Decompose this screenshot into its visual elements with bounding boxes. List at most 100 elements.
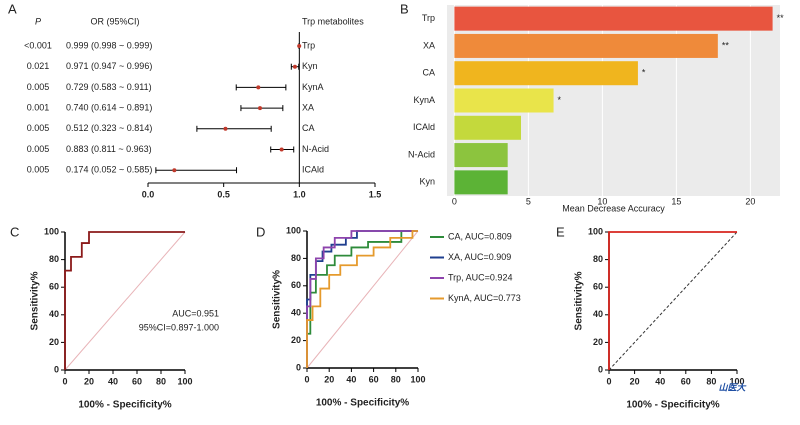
or-text: 0.883 (0.811 ~ 0.963) (66, 144, 152, 154)
or-text: 0.174 (0.052 ~ 0.585) (66, 165, 152, 175)
bar (454, 33, 718, 58)
row-label: Trp (302, 40, 315, 50)
p-value: 0.005 (27, 144, 50, 154)
y-tick-label: N-Acid (408, 149, 435, 159)
y-tick-label: 100 (286, 225, 301, 235)
x-tick-label: 0 (452, 196, 457, 206)
x-tick-label: 40 (346, 374, 356, 384)
x-tick-label: 0.0 (142, 189, 155, 199)
panel-label: C (10, 224, 19, 239)
bar (454, 88, 554, 113)
x-axis-title: 100% - Specificity% (78, 400, 171, 411)
or-point (292, 64, 297, 69)
row-label: N-Acid (302, 144, 329, 154)
x-tick-label: 15 (671, 196, 681, 206)
row-label: Kyn (302, 61, 318, 71)
x-tick-label: 0 (606, 376, 611, 386)
p-value: 0.005 (27, 123, 50, 133)
x-tick-label: 100 (729, 376, 744, 386)
watermark: 山医大 (718, 382, 746, 392)
y-tick-label: 0 (54, 364, 59, 374)
or-text: 0.999 (0.998 ~ 0.999) (66, 40, 152, 50)
x-tick-label: 40 (655, 376, 665, 386)
x-tick-label: 60 (132, 376, 142, 386)
or-point (172, 168, 177, 173)
or-text: 0.971 (0.947 ~ 0.996) (66, 61, 152, 71)
or-text: 0.729 (0.583 ~ 0.911) (66, 82, 152, 92)
x-tick-label: 20 (745, 196, 755, 206)
or-point (223, 126, 228, 131)
y-tick-label: 100 (588, 226, 603, 236)
or-point (297, 44, 302, 48)
y-tick-label: 0 (296, 362, 301, 372)
y-tick-label: Kyn (419, 177, 435, 187)
row-label: XA (302, 102, 314, 112)
significance-label: ** (722, 40, 730, 50)
y-tick-label: 20 (291, 335, 301, 345)
roc-curve (306, 230, 418, 368)
column-header: Trp metabolites (302, 16, 364, 26)
x-tick-label: 20 (84, 376, 94, 386)
y-tick-label: 80 (291, 253, 301, 263)
y-tick-label: ICAld (413, 122, 435, 132)
y-tick-label: 60 (49, 282, 59, 292)
y-axis-title: Sensitivity% (574, 271, 585, 330)
bar (454, 6, 773, 31)
or-point (279, 147, 284, 152)
or-text: 0.512 (0.323 ~ 0.814) (66, 123, 152, 133)
reference-diagonal (306, 230, 419, 369)
p-value: 0.021 (27, 61, 50, 71)
roc-curve (64, 231, 185, 370)
or-text: 0.740 (0.614 ~ 0.891) (66, 102, 152, 112)
bar (454, 170, 508, 195)
p-value: <0.001 (24, 40, 52, 50)
significance-label: ** (777, 13, 785, 23)
x-tick-label: 5 (526, 196, 531, 206)
x-tick-label: 1.0 (293, 189, 306, 199)
column-header: OR (95%CI) (90, 16, 139, 26)
y-tick-label: 0 (598, 364, 603, 374)
x-tick-label: 100 (410, 374, 425, 384)
x-tick-label: 20 (324, 374, 334, 384)
x-axis-title: 100% - Specificity% (316, 398, 409, 409)
y-tick-label: XA (423, 40, 435, 50)
y-tick-label: 20 (593, 337, 603, 347)
row-label: KynA (302, 82, 324, 92)
x-tick-label: 20 (630, 376, 640, 386)
annotation: 95%CI=0.897-1.000 (139, 322, 219, 332)
legend-label: CA, AUC=0.809 (448, 231, 512, 241)
x-tick-label: 0.5 (217, 189, 230, 199)
x-tick-label: 100 (177, 376, 192, 386)
x-tick-label: 80 (156, 376, 166, 386)
y-axis-title: Sensitivity% (272, 270, 283, 329)
x-tick-label: 1.5 (369, 189, 382, 199)
y-tick-label: 40 (49, 309, 59, 319)
annotation: AUC=0.951 (172, 308, 219, 318)
x-tick-label: 60 (369, 374, 379, 384)
or-point (257, 106, 262, 111)
y-tick-label: 100 (44, 226, 59, 236)
p-value: 0.005 (27, 165, 50, 175)
legend-label: Trp, AUC=0.924 (448, 272, 512, 282)
y-tick-label: 20 (49, 337, 59, 347)
row-label: CA (302, 123, 315, 133)
panel-label: E (556, 224, 565, 239)
or-point (256, 85, 261, 90)
row-label: ICAld (302, 165, 324, 175)
y-tick-label: 80 (49, 254, 59, 264)
x-axis-title: 100% - Specificity% (626, 400, 719, 411)
x-tick-label: 0 (304, 374, 309, 384)
column-header: P (35, 16, 41, 26)
bar (454, 143, 508, 168)
reference-diagonal (608, 231, 738, 371)
y-tick-label: 80 (593, 254, 603, 264)
significance-label: * (642, 68, 646, 78)
y-tick-label: CA (422, 68, 435, 78)
legend-label: KynA, AUC=0.773 (448, 293, 521, 303)
x-tick-label: 60 (681, 376, 691, 386)
x-axis-title: Mean Decrease Accuracy (562, 203, 665, 213)
y-tick-label: 40 (593, 309, 603, 319)
x-tick-label: 80 (391, 374, 401, 384)
roc-curve (608, 231, 737, 370)
y-tick-label: Trp (422, 13, 435, 23)
